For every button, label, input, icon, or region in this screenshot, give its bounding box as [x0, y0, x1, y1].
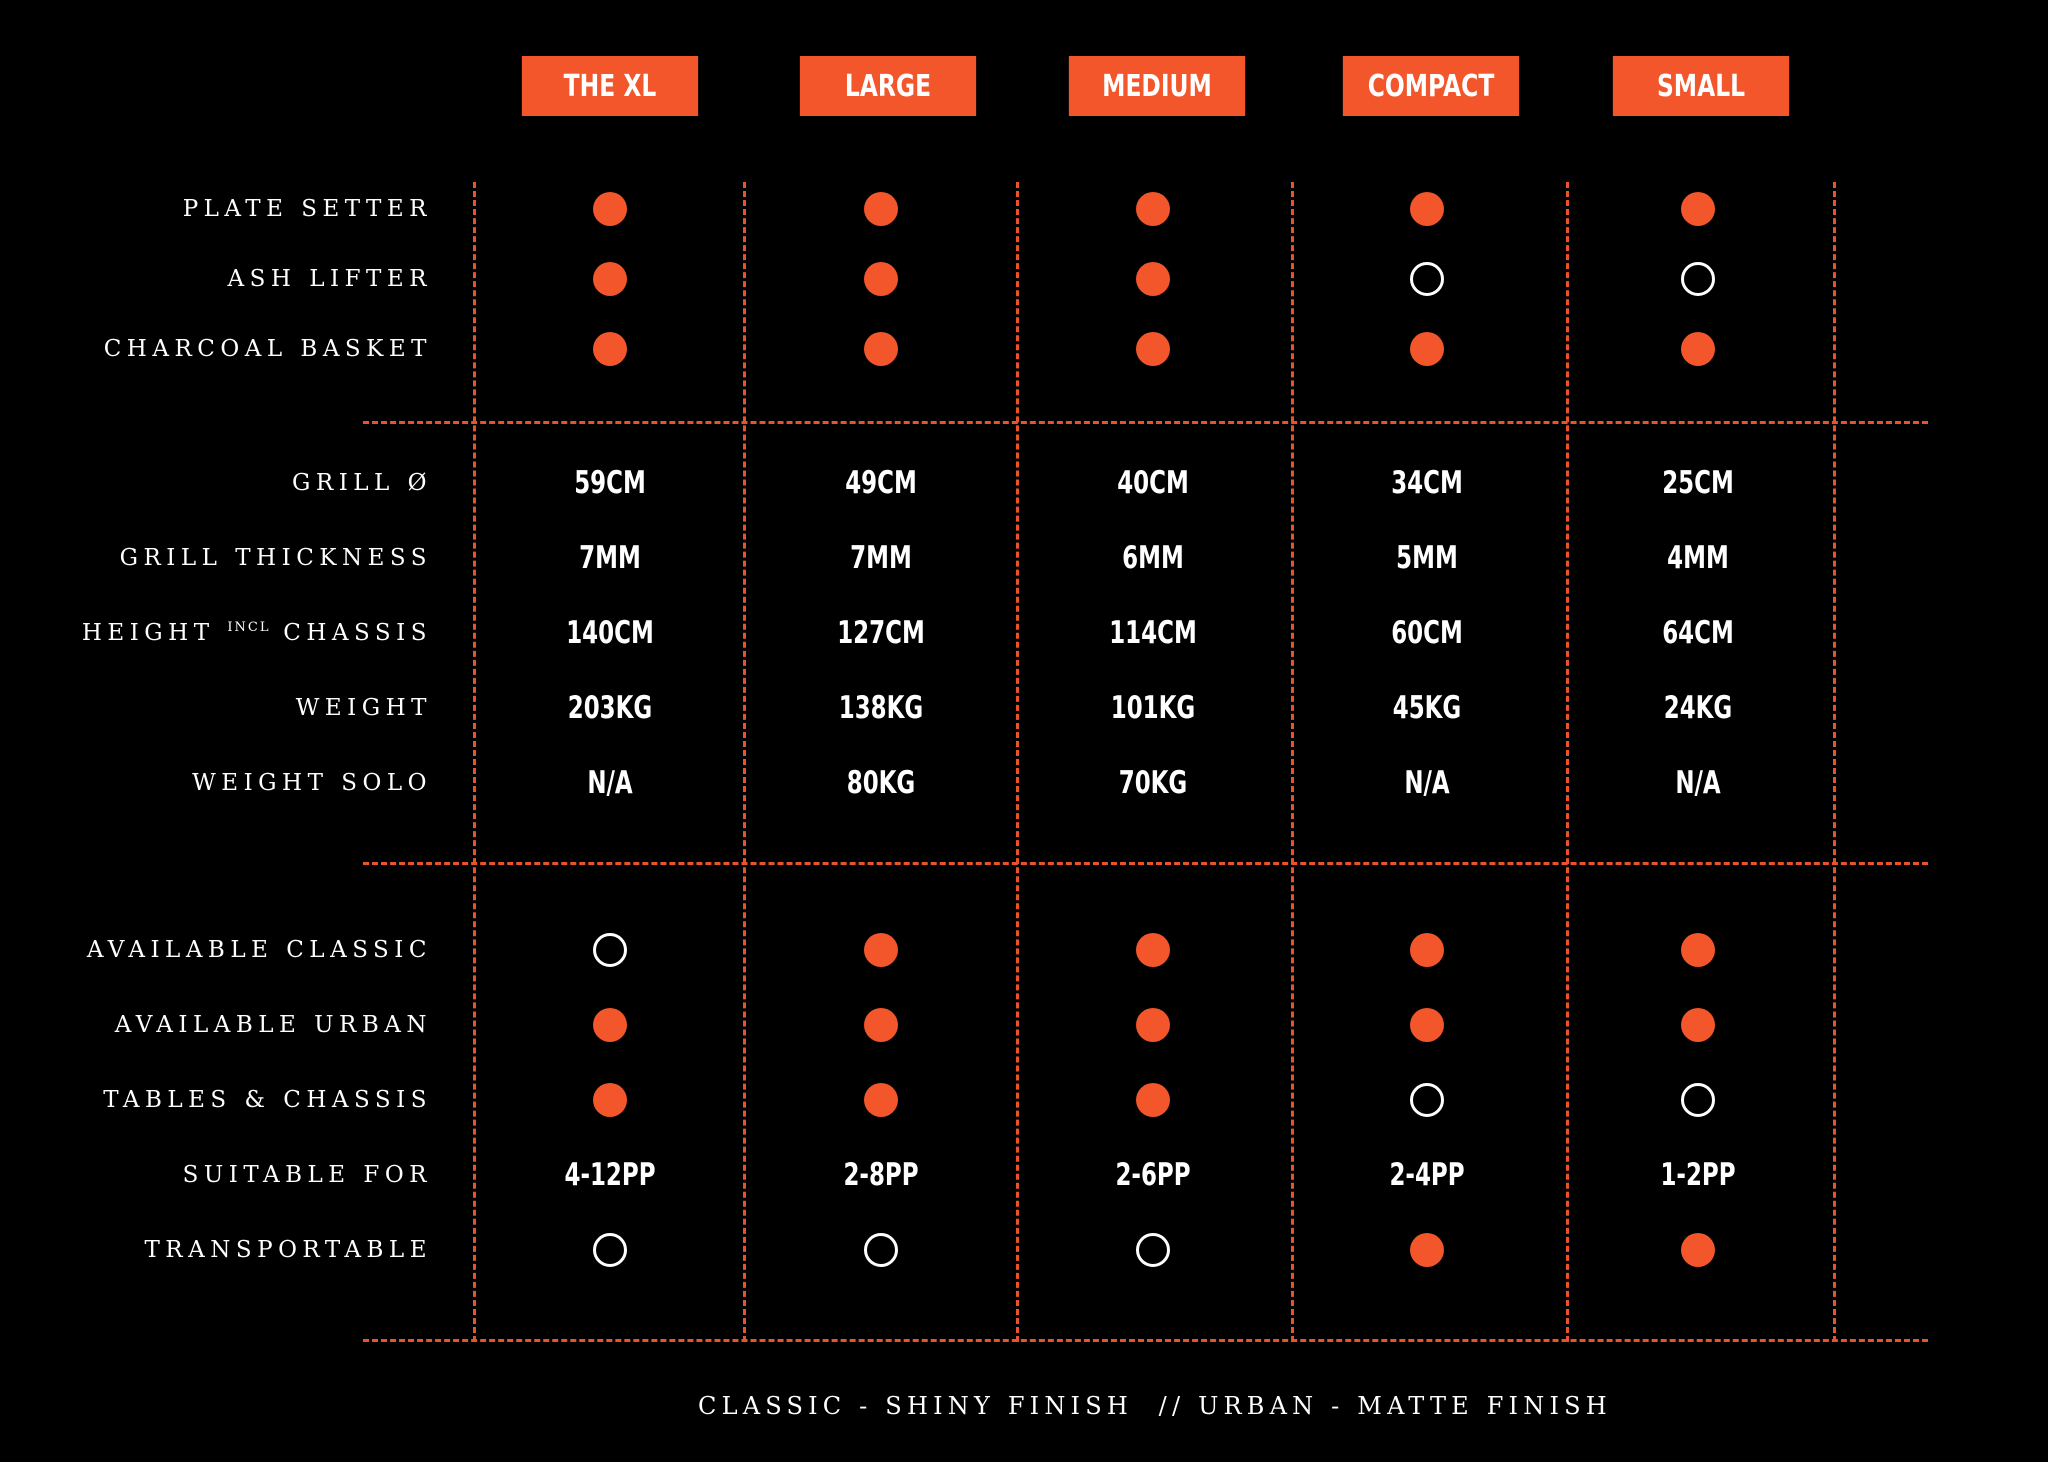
cell-value: 6MM — [1122, 540, 1184, 576]
row-label: GRILL Ø — [292, 470, 432, 496]
cell-value: 2-4PP — [1389, 1157, 1465, 1193]
column-divider — [473, 182, 476, 1342]
cell-value: 45KG — [1392, 690, 1462, 726]
cell-value: 80KG — [846, 765, 916, 801]
filled-dot-icon — [1136, 1083, 1170, 1117]
empty-dot-icon — [593, 933, 627, 967]
empty-dot-icon — [864, 1233, 898, 1267]
empty-dot-icon — [1681, 262, 1715, 296]
cell-value: 114CM — [1109, 615, 1197, 651]
cell-value: 40CM — [1117, 465, 1189, 501]
filled-dot-icon — [593, 192, 627, 226]
cell-value: N/A — [1404, 765, 1450, 801]
cell-value: N/A — [587, 765, 633, 801]
filled-dot-icon — [1681, 332, 1715, 366]
column-divider — [743, 182, 746, 1342]
filled-dot-icon — [864, 1083, 898, 1117]
column-header-small: SMALL — [1612, 56, 1790, 116]
row-label-text: HEIGHT — [81, 620, 215, 646]
row-label: WEIGHT SOLO — [192, 770, 432, 796]
row-label-text: CHASSIS — [283, 620, 432, 646]
filled-dot-icon — [1136, 262, 1170, 296]
filled-dot-icon — [1410, 332, 1444, 366]
section-divider — [363, 862, 1928, 865]
cell-value: 1-2PP — [1660, 1157, 1736, 1193]
column-header-medium: MEDIUM — [1068, 56, 1246, 116]
row-label: HEIGHT INCL CHASSIS — [82, 620, 432, 646]
filled-dot-icon — [864, 332, 898, 366]
cell-value: 64CM — [1662, 615, 1734, 651]
cell-value: 138KG — [838, 690, 924, 726]
filled-dot-icon — [593, 332, 627, 366]
row-label-superscript: INCL — [227, 620, 271, 635]
filled-dot-icon — [1136, 933, 1170, 967]
column-divider — [1833, 182, 1836, 1342]
row-label: GRILL THICKNESS — [119, 545, 432, 571]
cell-value: 24KG — [1663, 690, 1733, 726]
filled-dot-icon — [864, 192, 898, 226]
cell-value: 127CM — [837, 615, 925, 651]
filled-dot-icon — [1136, 192, 1170, 226]
cell-value: 2-6PP — [1115, 1157, 1191, 1193]
column-header-large: LARGE — [799, 56, 977, 116]
column-divider — [1291, 182, 1294, 1342]
cell-value: 7MM — [579, 540, 641, 576]
row-label: WEIGHT — [295, 695, 432, 721]
cell-value: 4MM — [1667, 540, 1729, 576]
cell-value: 4-12PP — [564, 1157, 656, 1193]
filled-dot-icon — [593, 1008, 627, 1042]
empty-dot-icon — [1410, 1083, 1444, 1117]
row-label: AVAILABLE URBAN — [114, 1012, 432, 1038]
section-divider — [363, 421, 1928, 424]
filled-dot-icon — [864, 262, 898, 296]
column-header-the-xl: THE XL — [521, 56, 699, 116]
cell-value: 101KG — [1110, 690, 1196, 726]
filled-dot-icon — [1681, 192, 1715, 226]
filled-dot-icon — [864, 933, 898, 967]
cell-value: 5MM — [1396, 540, 1458, 576]
empty-dot-icon — [1136, 1233, 1170, 1267]
cell-value: N/A — [1675, 765, 1721, 801]
column-divider — [1566, 182, 1569, 1342]
empty-dot-icon — [1410, 262, 1444, 296]
cell-value: 59CM — [574, 465, 646, 501]
filled-dot-icon — [593, 262, 627, 296]
filled-dot-icon — [1410, 192, 1444, 226]
cell-value: 34CM — [1391, 465, 1463, 501]
finish-note: CLASSIC - SHINY FINISH // URBAN - MATTE … — [698, 1392, 1612, 1420]
cell-value: 203KG — [567, 690, 653, 726]
filled-dot-icon — [1410, 1233, 1444, 1267]
filled-dot-icon — [1681, 1008, 1715, 1042]
filled-dot-icon — [1681, 1233, 1715, 1267]
row-label: TRANSPORTABLE — [144, 1237, 432, 1263]
filled-dot-icon — [1410, 933, 1444, 967]
row-label: TABLES & CHASSIS — [103, 1087, 432, 1113]
filled-dot-icon — [864, 1008, 898, 1042]
column-header-compact: COMPACT — [1342, 56, 1520, 116]
row-label: ASH LIFTER — [227, 266, 432, 292]
filled-dot-icon — [1136, 332, 1170, 366]
row-label: PLATE SETTER — [182, 196, 432, 222]
section-divider — [363, 1339, 1928, 1342]
row-label: SUITABLE FOR — [182, 1162, 432, 1188]
filled-dot-icon — [593, 1083, 627, 1117]
cell-value: 25CM — [1662, 465, 1734, 501]
empty-dot-icon — [1681, 1083, 1715, 1117]
row-label: AVAILABLE CLASSIC — [86, 937, 432, 963]
filled-dot-icon — [1136, 1008, 1170, 1042]
cell-value: 2-8PP — [843, 1157, 919, 1193]
filled-dot-icon — [1410, 1008, 1444, 1042]
empty-dot-icon — [593, 1233, 627, 1267]
cell-value: 140CM — [566, 615, 654, 651]
filled-dot-icon — [1681, 933, 1715, 967]
cell-value: 70KG — [1118, 765, 1188, 801]
column-divider — [1016, 182, 1019, 1342]
cell-value: 60CM — [1391, 615, 1463, 651]
cell-value: 7MM — [850, 540, 912, 576]
cell-value: 49CM — [845, 465, 917, 501]
row-label: CHARCOAL BASKET — [103, 336, 432, 362]
